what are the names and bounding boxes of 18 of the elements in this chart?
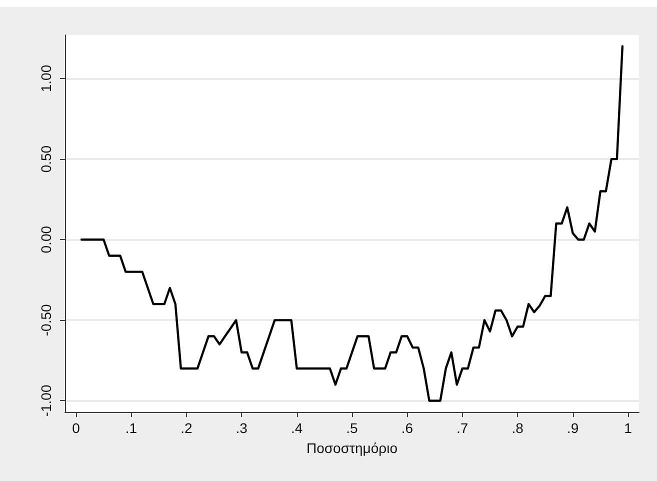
y-tick-label: 1.00 bbox=[38, 64, 54, 92]
x-tick-label: .6 bbox=[401, 420, 414, 436]
y-tick-label: 0.50 bbox=[38, 145, 54, 173]
x-tick-label: .8 bbox=[512, 420, 524, 436]
x-tick-label: .9 bbox=[566, 420, 579, 436]
x-tick-label: 0 bbox=[72, 420, 80, 436]
x-tick-label: .4 bbox=[290, 420, 303, 436]
x-tick-label: .5 bbox=[346, 420, 358, 436]
x-tick-label: .3 bbox=[236, 420, 248, 436]
x-tick-label: .2 bbox=[180, 420, 192, 436]
x-axis-title: Ποσοστημόριο bbox=[306, 440, 398, 456]
y-tick-label: 0.00 bbox=[38, 226, 54, 254]
x-tick-label: 1 bbox=[624, 420, 632, 436]
x-tick-label: .1 bbox=[125, 420, 138, 436]
y-tick-label: -1.00 bbox=[38, 384, 54, 417]
y-tick-label: -0.50 bbox=[38, 304, 54, 336]
line-series bbox=[80, 45, 624, 402]
x-tick-label: .7 bbox=[456, 420, 468, 436]
